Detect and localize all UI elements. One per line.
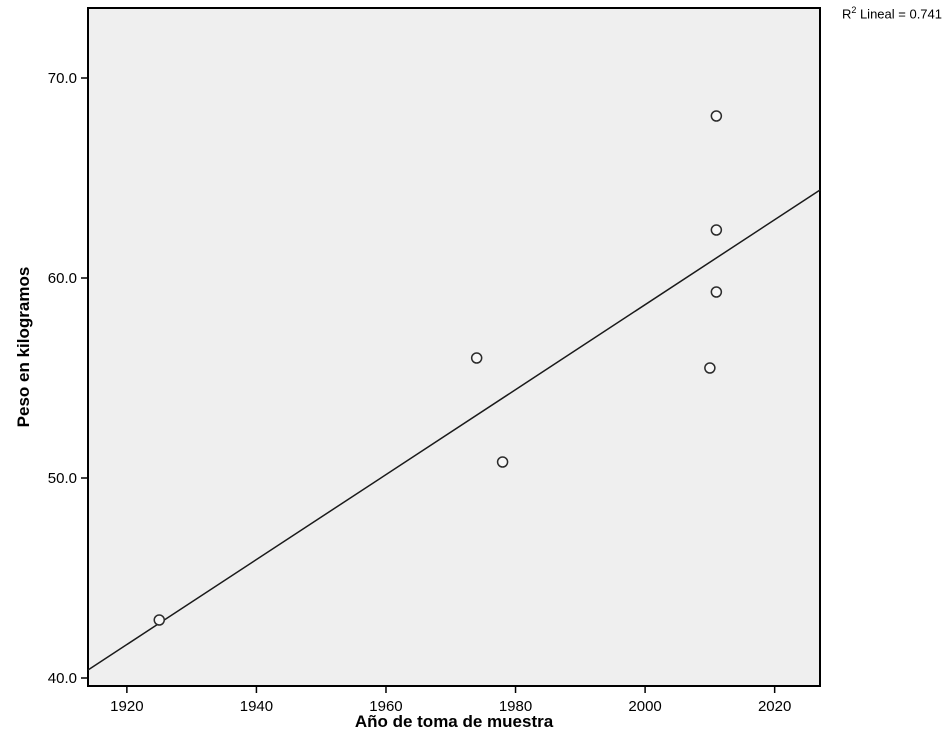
x-tick-label: 1960 (369, 698, 402, 715)
x-tick-label: 2000 (628, 698, 661, 715)
data-point[interactable] (153, 614, 166, 626)
data-point[interactable] (704, 362, 716, 374)
y-axis-title: Peso en kilogramos (14, 266, 33, 428)
x-tick-label: 2020 (758, 698, 791, 715)
r-squared-text: Lineal = 0.741 (856, 6, 942, 22)
r-squared-annotation: R2 Lineal = 0.741 (842, 5, 942, 21)
data-point[interactable] (710, 224, 723, 236)
data-point[interactable] (496, 456, 509, 468)
y-tick-label: 50.0 (48, 470, 77, 487)
x-tick-label: 1980 (499, 698, 532, 715)
trend-line (87, 189, 821, 671)
y-tick-label: 70.0 (48, 70, 77, 87)
r-squared-sup: 2 (851, 5, 857, 15)
x-tick-label: 1940 (240, 698, 273, 715)
x-tick-label: 1920 (110, 698, 143, 715)
y-tick-label: 60.0 (48, 270, 77, 287)
data-point[interactable] (710, 286, 723, 298)
data-point[interactable] (470, 352, 483, 364)
plot-area (87, 7, 821, 687)
x-axis-title: Año de toma de muestra (354, 712, 554, 731)
r-squared-base: R (841, 6, 852, 22)
data-point[interactable] (710, 110, 723, 122)
y-tick-label: 40.0 (48, 670, 77, 687)
